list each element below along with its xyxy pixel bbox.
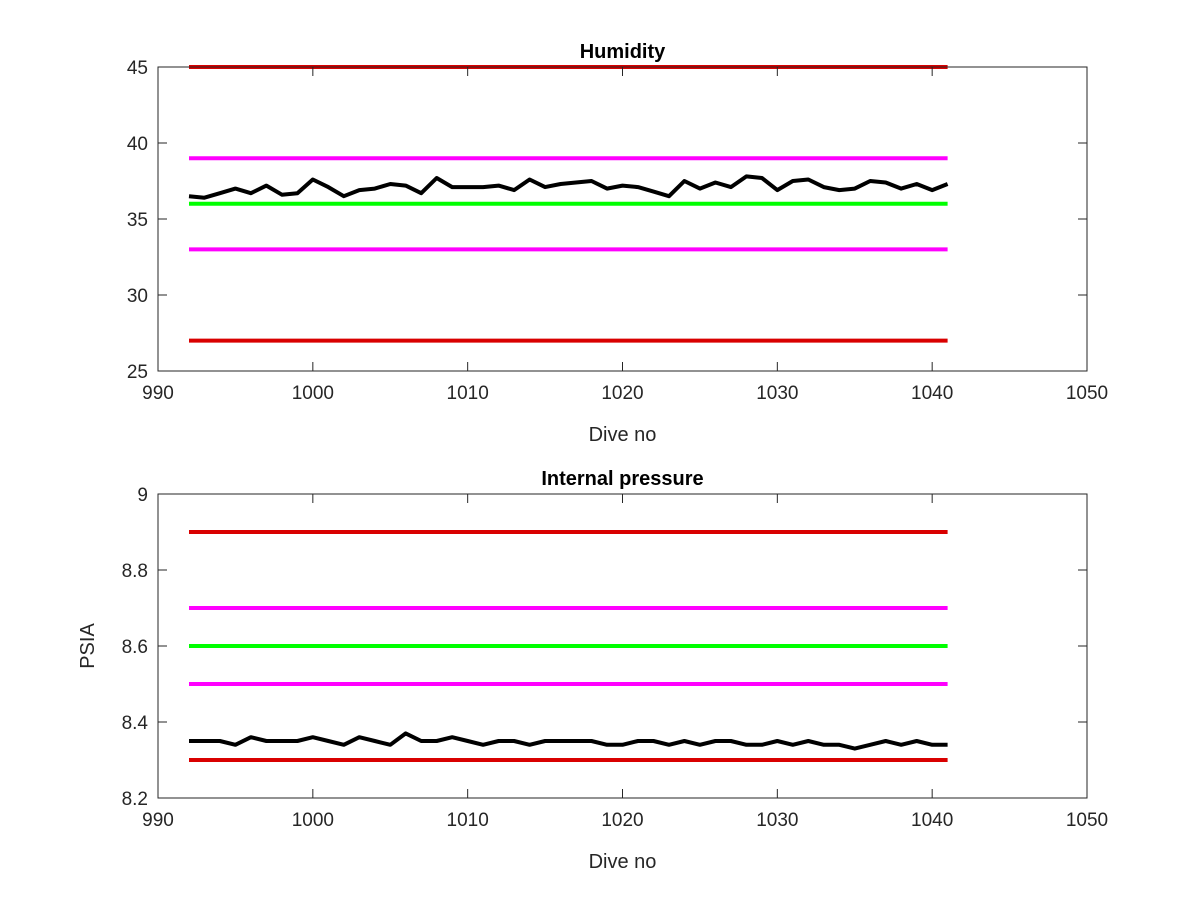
pressure-x-tick-label: 1010 (447, 810, 489, 831)
humidity-x-tick-label: 1010 (447, 383, 489, 404)
pressure-x-tick-label: 1040 (911, 810, 953, 831)
humidity-x-tick-label: 990 (142, 383, 174, 404)
pressure-x-tick-label: 990 (142, 810, 174, 831)
humidity-x-tick-label: 1000 (292, 383, 334, 404)
pressure-y-tick-label: 8.4 (122, 713, 149, 734)
humidity-y-tick-label: 35 (127, 210, 148, 231)
humidity-x-tick-label: 1050 (1066, 383, 1108, 404)
pressure-series-layer (189, 530, 948, 762)
pressure-x-axis-label: Dive no (589, 851, 657, 873)
humidity-chart: 990 1000 1010 1020 1030 1040 1050 25 30 35 40 45 Hu… (127, 41, 1108, 446)
pressure-y-tick-label: 8.8 (122, 561, 148, 582)
pressure-y-tick-label: 9 (137, 485, 148, 506)
humidity-y-tick-label: 40 (127, 134, 148, 155)
humidity-x-tick-label: 1040 (911, 383, 953, 404)
pressure-y-tick-label: 8.2 (122, 789, 148, 810)
pressure-chart-title: Internal pressure (541, 468, 703, 490)
humidity-chart-title: Humidity (580, 41, 666, 63)
humidity-axes: 990 1000 1010 1020 1030 1040 1050 25 30 35 40 45 (127, 58, 1108, 404)
pressure-series-line-5 (189, 731, 948, 751)
pressure-x-tick-label: 1000 (292, 810, 334, 831)
humidity-x-axis-label: Dive no (589, 424, 657, 446)
humidity-series-line-5 (188, 174, 949, 200)
pressure-x-tick-label: 1030 (756, 810, 798, 831)
humidity-y-tick-label: 25 (127, 362, 148, 383)
pressure-x-tick-label: 1020 (601, 810, 643, 831)
pressure-x-tick-label: 1050 (1066, 810, 1108, 831)
pressure-y-tick-label: 8.6 (122, 637, 148, 658)
humidity-x-tick-label: 1030 (756, 383, 798, 404)
humidity-x-tick-label: 1020 (601, 383, 643, 404)
pressure-y-axis-label: PSIA (77, 623, 99, 669)
internal-pressure-chart: 990 1000 1010 1020 1030 1040 10508.28.48.68.89… (77, 468, 1108, 873)
pressure-axes: 990 1000 1010 1020 1030 1040 1050 8.2 8.4 8.6 8.8 9 (122, 485, 1109, 831)
humidity-y-tick-label: 45 (127, 58, 148, 79)
humidity-y-tick-label: 30 (127, 286, 148, 307)
